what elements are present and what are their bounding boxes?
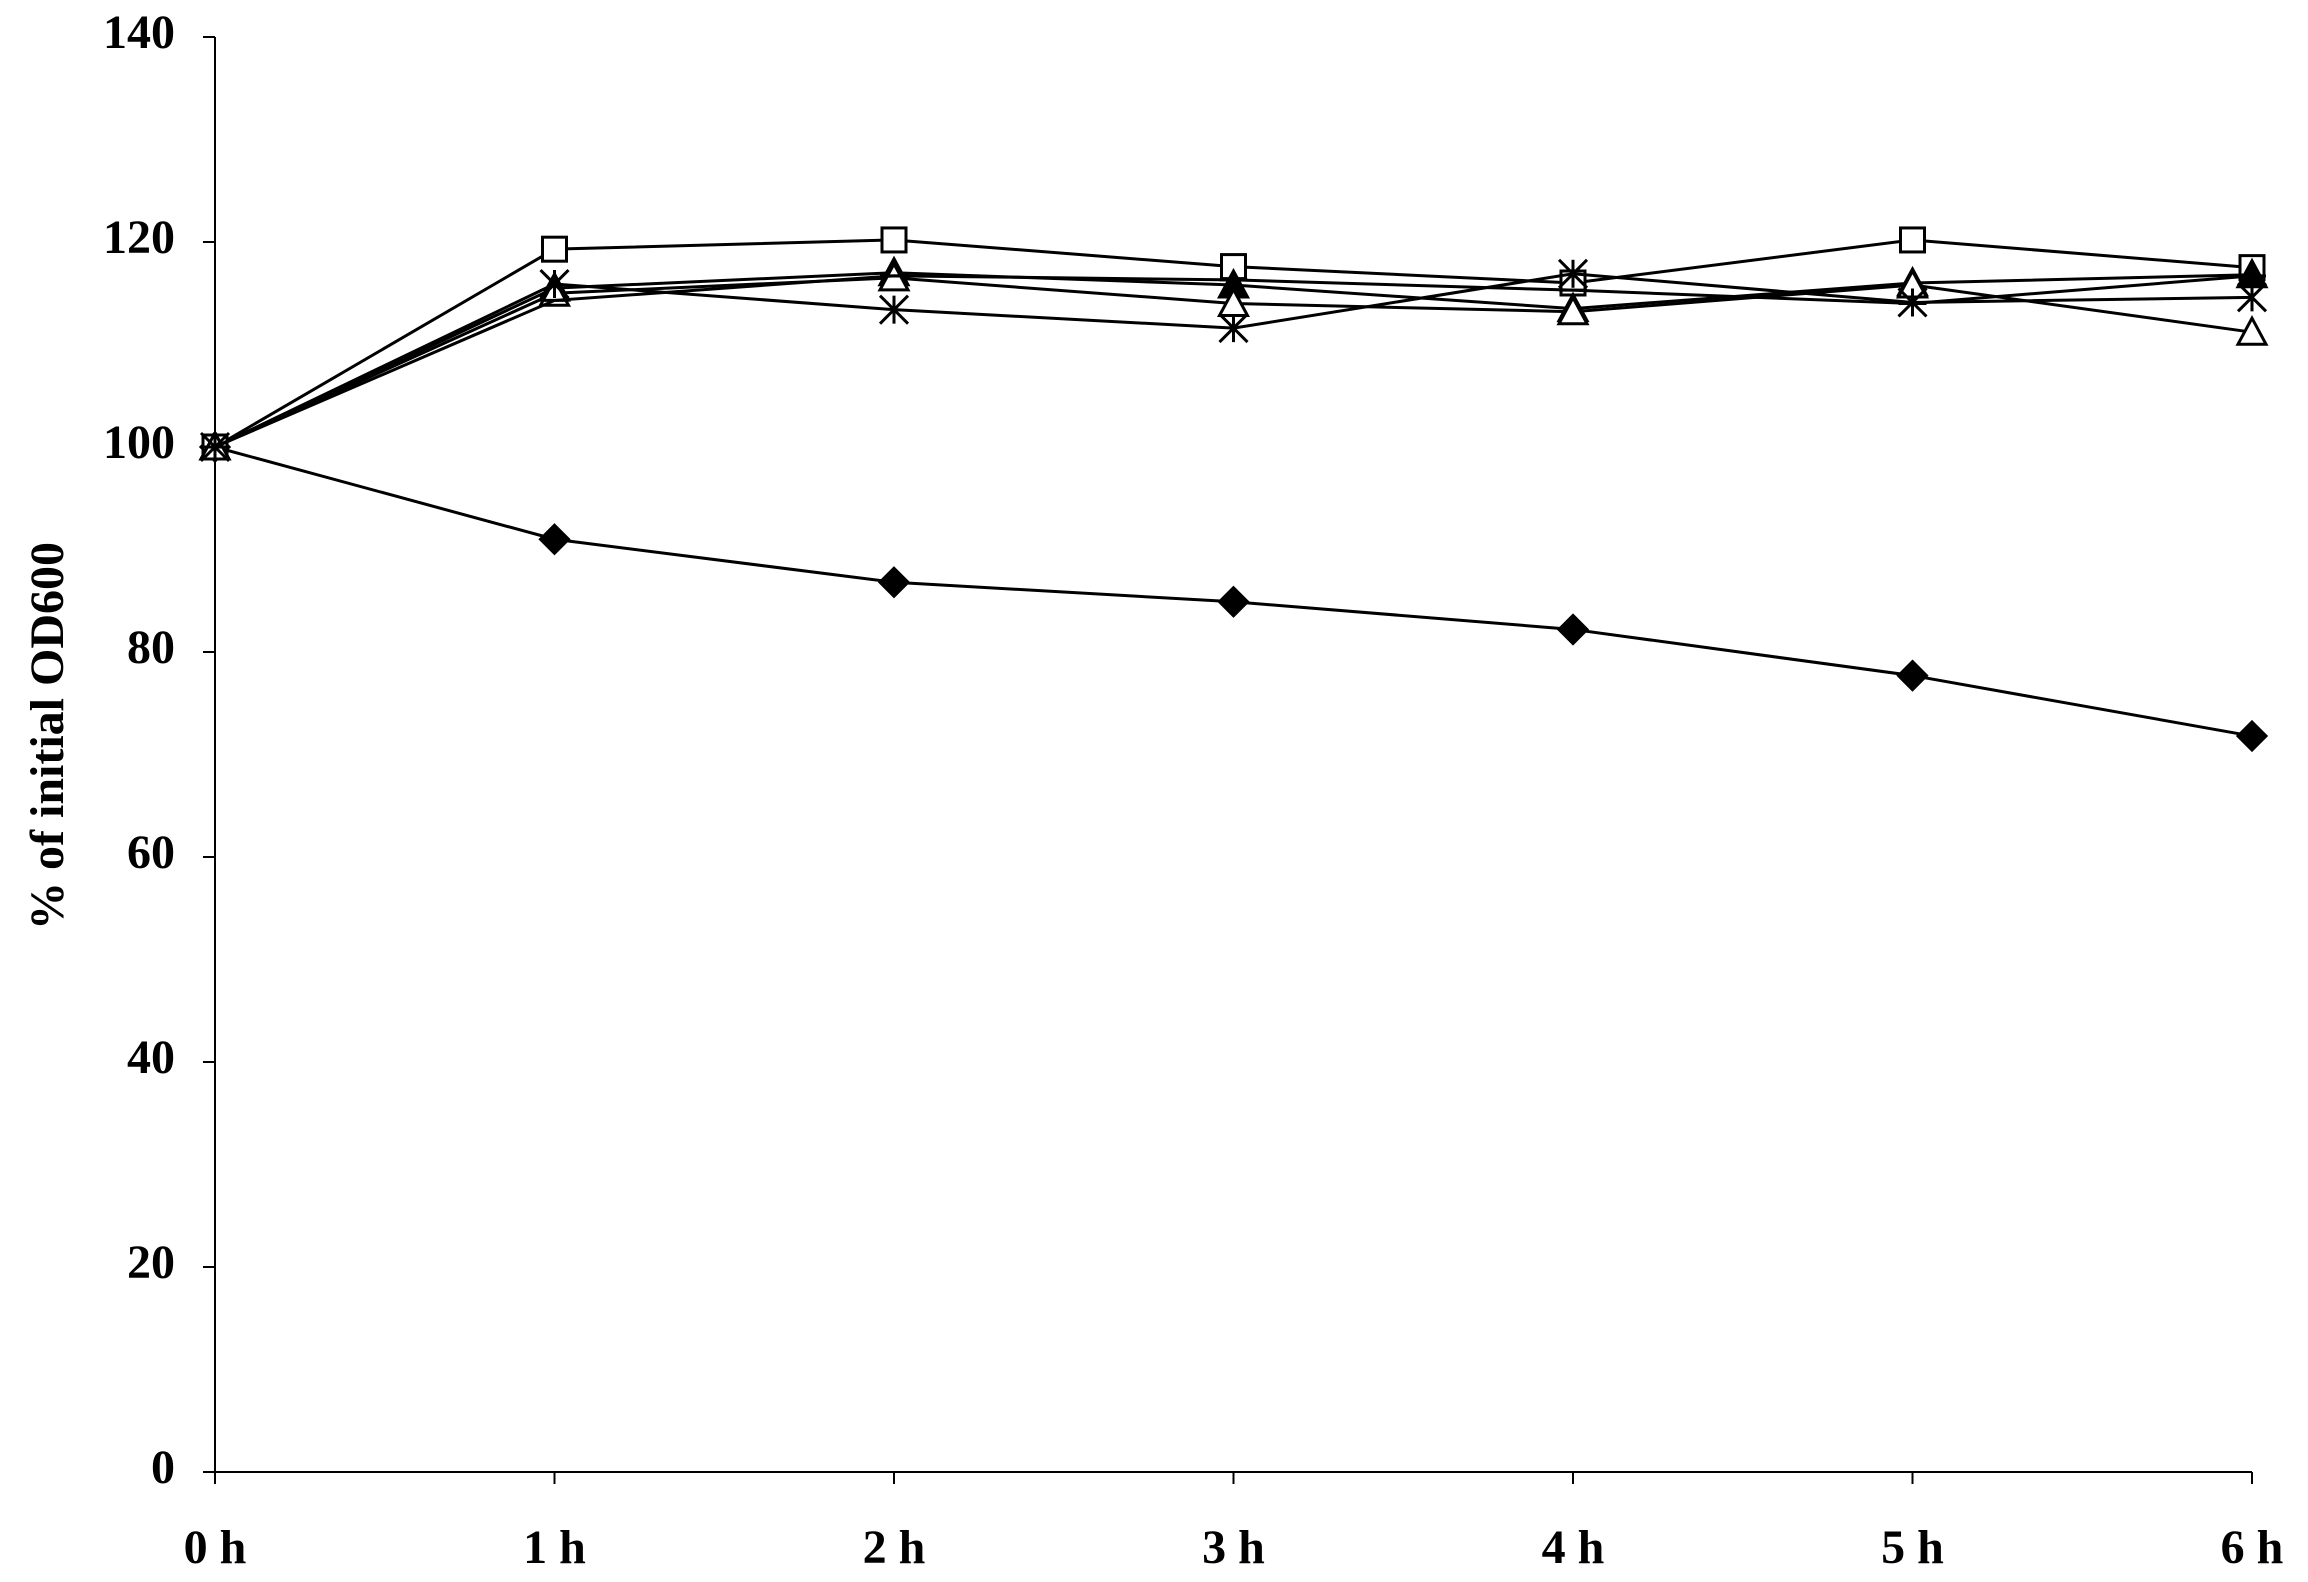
y-tick-label: 60 xyxy=(127,826,175,879)
marker xyxy=(2236,282,2268,313)
marker xyxy=(539,268,570,300)
y-tick-label: 120 xyxy=(103,211,175,264)
x-tick-label: 2 h xyxy=(863,1521,926,1574)
marker xyxy=(2235,719,2269,753)
y-tick-label: 0 xyxy=(151,1441,175,1494)
marker xyxy=(1556,294,1590,326)
x-tick-label: 5 h xyxy=(1881,1521,1944,1574)
marker xyxy=(1557,258,1589,289)
marker xyxy=(541,235,568,263)
x-tick-label: 6 h xyxy=(2221,1521,2284,1574)
y-tick-label: 140 xyxy=(103,6,175,59)
marker xyxy=(877,566,911,599)
marker xyxy=(878,294,910,325)
y-tick-label: 20 xyxy=(127,1236,175,1289)
marker xyxy=(880,226,908,254)
marker xyxy=(538,523,571,556)
marker xyxy=(1899,226,1926,254)
y-axis-label: % of initial OD600 xyxy=(21,542,74,930)
x-tick-label: 3 h xyxy=(1202,1521,1265,1574)
marker xyxy=(1556,613,1590,646)
y-tick-label: 80 xyxy=(127,621,175,674)
marker xyxy=(1218,313,1249,344)
x-tick-label: 1 h xyxy=(523,1521,586,1574)
marker xyxy=(2235,315,2269,346)
y-tick-label: 40 xyxy=(127,1031,175,1084)
x-tick-label: 0 h xyxy=(184,1521,247,1574)
x-tick-label: 4 h xyxy=(1542,1521,1605,1574)
marker xyxy=(1217,585,1250,618)
marker xyxy=(1896,659,1929,692)
y-tick-label: 100 xyxy=(103,416,175,469)
